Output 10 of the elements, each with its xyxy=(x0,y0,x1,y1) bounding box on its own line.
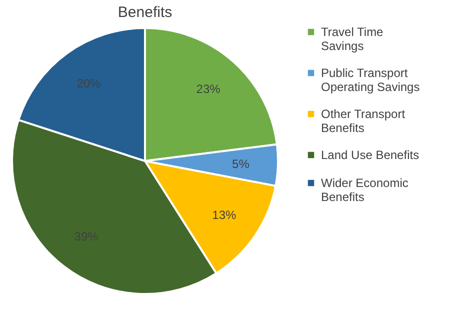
legend-label: Travel Time Savings xyxy=(321,25,384,53)
legend-label: Land Use Benefits xyxy=(321,148,420,162)
data-label: 5% xyxy=(232,157,250,172)
data-label: 13% xyxy=(212,208,237,222)
chart-title: Benefits xyxy=(118,4,172,21)
legend-label: Wider Economic Benefits xyxy=(321,176,408,204)
legend-label: Public Transport Operating Savings xyxy=(321,66,420,94)
legend-label: Other Transport Benefits xyxy=(321,107,406,135)
data-label: 23% xyxy=(196,82,221,96)
data-label: 20% xyxy=(76,76,102,91)
